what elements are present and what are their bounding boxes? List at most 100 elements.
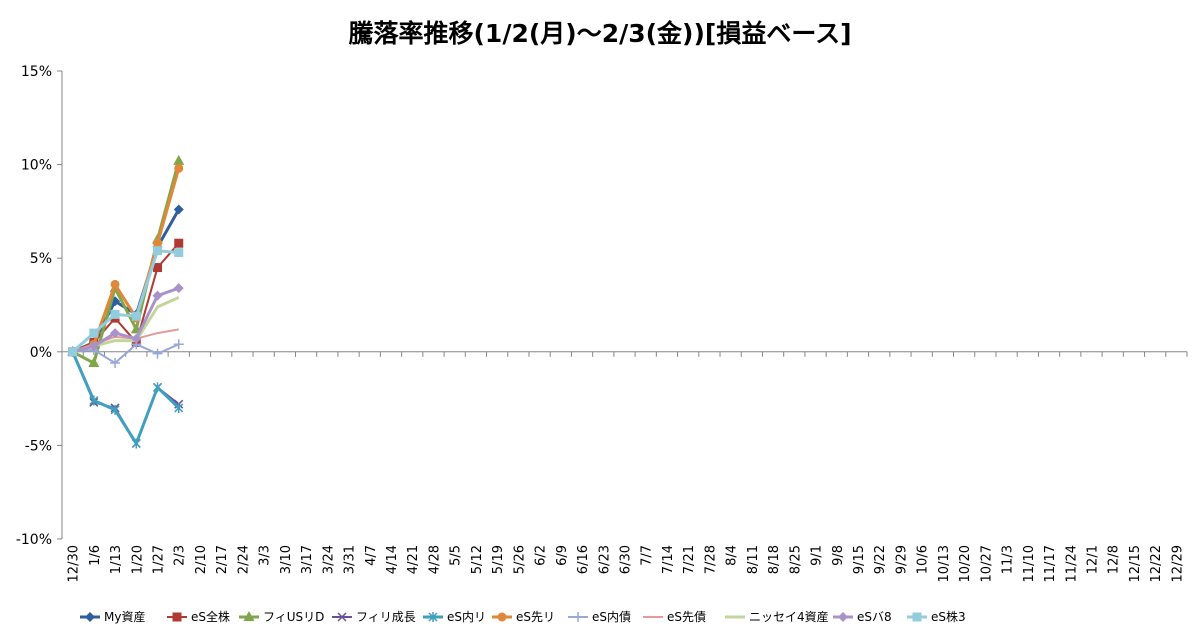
data-point [110, 358, 121, 369]
data-point [89, 328, 99, 338]
x-tick-label: 12/8 [1107, 545, 1122, 574]
data-point [152, 382, 163, 393]
legend-marker [428, 612, 438, 622]
x-tick-label: 12/22 [1149, 545, 1164, 582]
legend-label: eS内債 [592, 609, 631, 624]
x-tick-label: 1/20 [130, 545, 145, 574]
x-tick-label: 6/2 [534, 545, 549, 566]
data-point [88, 357, 100, 368]
chart-title: 騰落率推移(1/2(月)～2/3(金))[損益ベース] [349, 19, 852, 48]
data-point [131, 333, 142, 344]
x-tick-label: 1/6 [88, 545, 103, 566]
x-tick-label: 3/17 [300, 545, 315, 574]
data-point [110, 404, 120, 415]
data-point [153, 238, 163, 248]
x-tick-label: 9/22 [873, 545, 888, 574]
data-point [89, 395, 99, 406]
x-tick-label: 12/29 [1170, 545, 1185, 582]
data-point [88, 341, 99, 352]
series-line [71, 351, 180, 445]
legend-marker [243, 611, 255, 621]
data-point [110, 328, 121, 339]
x-tick-label: 2/24 [236, 545, 251, 574]
x-tick-label: 6/9 [555, 545, 570, 566]
data-point [173, 339, 184, 350]
x-tick-label: 3/10 [279, 545, 294, 574]
x-tick-label: 8/11 [746, 545, 761, 574]
x-tick-label: 7/21 [682, 545, 697, 574]
x-tick-label: 10/27 [979, 545, 994, 582]
data-point [174, 238, 184, 248]
x-tick-label: 9/15 [852, 545, 867, 574]
y-tick-label: -5% [25, 438, 52, 454]
series-line [72, 286, 180, 354]
x-tick-label: 4/7 [364, 545, 379, 566]
plot-area: -10% -5% 0% 5% 10% 15% 12/30 1/6 1/13 1/20 1/27 2/3… [16, 64, 1188, 582]
x-tick-label: 12/30 [67, 545, 82, 582]
legend: My資産 eS全株 フィUSリD フィリ成長 eS内リ eS先リ eS内債 eS先債 ニッセイ4… [80, 609, 966, 624]
x-tick-label: 8/25 [788, 545, 803, 574]
x-tick-label: 12/15 [1128, 545, 1143, 582]
x-tick-label: 5/5 [449, 545, 464, 566]
data-point [174, 248, 184, 258]
x-tick-label: 11/17 [1043, 545, 1058, 582]
data-point [173, 204, 184, 215]
x-tick-label: 3/24 [321, 545, 336, 574]
x-tick-label: 1/13 [109, 545, 124, 574]
legend-label: eS先債 [667, 609, 706, 624]
x-tick-label: 4/21 [406, 545, 421, 574]
x-tick-label: 6/16 [576, 545, 591, 574]
x-tick-label: 5/12 [470, 545, 485, 574]
x-tick-label: 6/23 [597, 545, 612, 574]
legend-label: フィリ成長 [356, 610, 416, 624]
x-tick-label: 11/3 [1001, 545, 1016, 574]
x-tick-label: 5/26 [512, 545, 527, 574]
data-point [68, 347, 78, 357]
data-point [152, 290, 163, 301]
x-tick-label: 2/10 [194, 545, 209, 574]
x-tick-label: 10/13 [937, 545, 952, 582]
x-tick-label: 1/27 [152, 545, 167, 574]
x-tick-label: 3/3 [258, 545, 273, 566]
data-point [110, 279, 120, 289]
y-tick-label: -10% [16, 532, 52, 548]
data-point [173, 154, 185, 165]
y-tick-label: 5% [30, 251, 52, 267]
y-tick-label: 10% [21, 158, 52, 174]
x-tick-label: 7/7 [640, 545, 655, 566]
x-tick-label: 11/10 [1022, 545, 1037, 582]
x-tick-label: 9/1 [810, 545, 825, 566]
legend-marker [172, 612, 182, 622]
x-tick-label: 10/6 [916, 545, 931, 574]
data-point [131, 438, 141, 449]
legend-marker [337, 612, 347, 622]
legend-label: My資産 [104, 609, 145, 624]
data-point [173, 283, 184, 294]
legend-label: eS全株 [191, 609, 230, 624]
data-point [174, 402, 184, 413]
x-tick-label: 10/20 [958, 545, 973, 582]
legend-marker [85, 612, 95, 622]
x-tick-label: 8/18 [767, 545, 782, 574]
x-tick-label: 7/14 [661, 545, 676, 574]
legend-marker [573, 612, 583, 622]
x-tick-label: 2/3 [173, 545, 188, 566]
x-tick-label: 2/17 [215, 545, 230, 574]
series-line [71, 351, 180, 446]
data-point [174, 163, 184, 173]
x-tick-label: 7/28 [703, 545, 718, 574]
legend-label: フィUSリD [263, 610, 324, 624]
x-tick-label: 12/1 [1085, 545, 1100, 574]
legend-label: ニッセイ4資産 [749, 609, 829, 624]
x-tick-label: 6/30 [619, 545, 634, 574]
x-tick-label: 3/31 [343, 545, 358, 574]
data-point [152, 348, 163, 359]
x-tick-label: 4/28 [427, 545, 442, 574]
legend-marker [838, 612, 848, 622]
x-tick-label: 9/29 [894, 545, 909, 574]
y-tick-label: 15% [21, 64, 52, 80]
x-tick-label: 11/24 [1064, 545, 1079, 582]
legend-label: eS先リ [516, 610, 555, 624]
